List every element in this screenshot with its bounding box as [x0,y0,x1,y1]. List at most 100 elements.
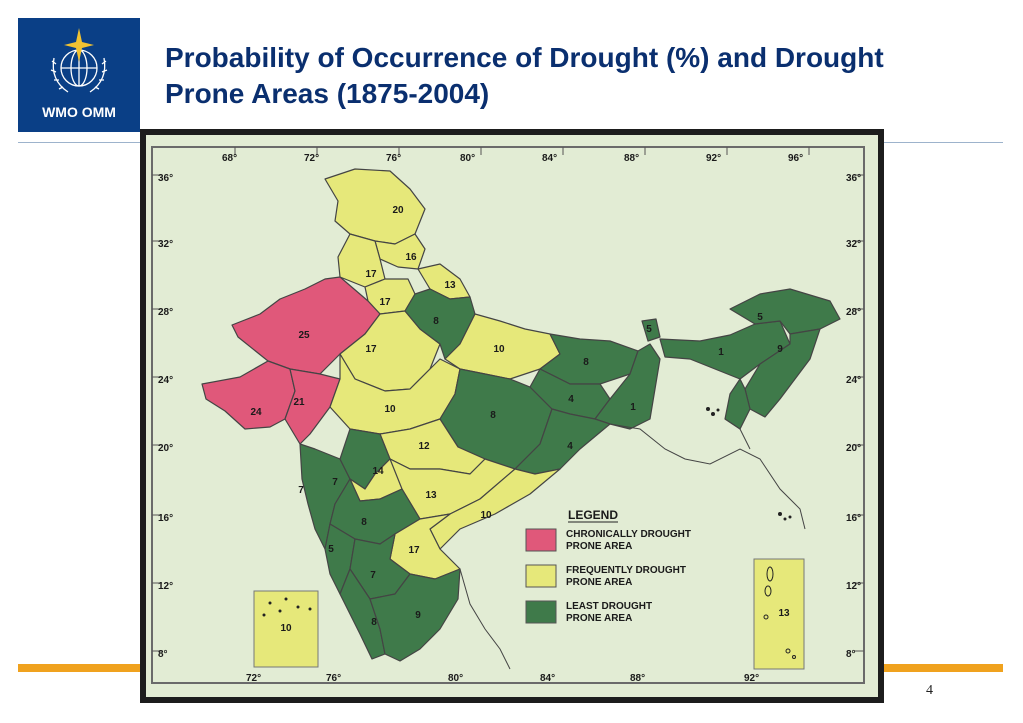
region-value-label: 13 [425,490,437,501]
region-value-label: 10 [384,404,396,415]
legend-label: PRONE AREA [566,577,632,588]
lon-label: 92° [744,673,759,684]
region-coastal-ap [429,468,561,550]
lat-label: 12° [158,581,173,592]
lat-label: 16° [158,513,173,524]
region-odisha [514,408,611,475]
top-longitude-labels: 68° 72° 76° 80° 84° 88° 92° 96° [222,153,803,164]
title-line-2: Prone Areas (1875-2004) [165,78,490,109]
region-value-label: 8 [490,410,496,421]
lakshadweep-islands [262,597,312,617]
lon-label: 72° [304,153,319,164]
region-value-label: 5 [646,324,652,335]
lon-label: 80° [448,673,463,684]
lon-label: 68° [222,153,237,164]
drought-map: 68° 72° 76° 80° 84° 88° 92° 96° 72° 76° … [140,129,884,703]
region-value-label: 1 [718,347,724,358]
lon-label: 84° [540,673,555,684]
slide-title: Probability of Occurrence of Drought (%)… [165,40,1005,112]
latitude-labels-left: 36° 32° 28° 24° 20° 16° 12° 8° [158,173,173,660]
region-himachal [374,233,426,270]
region-gujarat [284,368,341,445]
lat-label: 8° [846,649,856,660]
lat-label: 32° [158,239,173,250]
region-value-label: 10 [280,623,292,634]
logo-text: WMO OMM [42,104,116,120]
region-value-label: 16 [405,252,417,263]
region-east-up [444,313,561,380]
region-value-label: 17 [408,545,420,556]
legend-label: PRONE AREA [566,613,632,624]
region-value-label: 8 [433,316,439,327]
region-value-label: 17 [365,344,377,355]
region-west-bengal [594,343,661,430]
lat-label: 28° [846,307,861,318]
latitude-labels-right: 36° 32° 28° 24° 20° 16° 12° 8° [846,173,861,660]
lat-label: 36° [158,173,173,184]
andaman-islands [706,407,792,521]
andaman-inset [753,558,805,670]
lon-label: 96° [788,153,803,164]
lat-label: 36° [846,173,861,184]
map-legend: LEGEND CHRONICALLY DROUGHT PRONE AREA FR… [525,508,691,624]
lat-label: 28° [158,307,173,318]
region-value-label: 17 [365,269,377,280]
andaman-inset-islands [763,566,796,659]
region-value-label: 5 [328,544,334,555]
legend-title: LEGEND [568,508,618,522]
lat-label: 12° [846,581,861,592]
region-value-label: 12 [418,441,430,452]
legend-label: PRONE AREA [566,541,632,552]
lon-label: 80° [460,153,475,164]
graticule-ticks [152,147,864,652]
region-value-label: 21 [293,397,305,408]
wmo-logo: WMO OMM [18,18,140,132]
region-value-label: 13 [778,608,790,619]
region-value-label: 1 [630,402,636,413]
lat-label: 16° [846,513,861,524]
page-number: 4 [926,683,933,698]
lon-label: 76° [386,153,401,164]
lat-label: 8° [158,649,168,660]
legend-label: LEAST DROUGHT [566,601,652,612]
coastlines [459,418,806,670]
map-border [151,146,865,684]
region-value-label: 25 [298,330,310,341]
wmo-emblem-icon [50,28,108,93]
region-value-label: 10 [493,344,505,355]
lakshadweep-inset [253,590,319,668]
title-line-1: Probability of Occurrence of Drought (%)… [165,42,884,73]
region-sikkim [641,318,661,342]
region-arunachal [729,288,841,335]
region-value-label: 9 [415,610,421,621]
region-bihar [539,333,639,385]
lon-label: 88° [624,153,639,164]
region-value-label: 7 [332,477,338,488]
region-value-label: 8 [583,357,589,368]
legend-swatch-frequent [525,564,557,588]
region-value-label: 9 [777,344,783,355]
region-value-label: 4 [567,441,573,452]
lat-label: 24° [158,375,173,386]
india-map-svg: 68° 72° 76° 80° 84° 88° 92° 96° 72° 76° … [146,135,878,697]
lat-label: 32° [846,239,861,250]
legend-swatch-least [525,600,557,624]
region-value-label: 17 [379,297,391,308]
region-value-label: 24 [250,407,262,418]
region-value-label: 7 [298,485,304,496]
bottom-longitude-labels: 72° 76° 80° 84° 88° 92° [246,673,759,684]
lon-label: 72° [246,673,261,684]
region-ne-hills [744,328,821,418]
region-value-label: 8 [371,617,377,628]
region-labels: 20 16 17 13 17 8 25 17 10 8 5 5 1 9 24 2… [250,205,790,634]
region-value-label: 14 [372,466,384,477]
region-value-label: 20 [392,205,404,216]
lon-label: 84° [542,153,557,164]
legend-label: CHRONICALLY DROUGHT [566,529,691,540]
region-value-label: 7 [370,570,376,581]
region-value-label: 13 [444,280,456,291]
region-value-label: 5 [757,312,763,323]
legend-swatch-chronic [525,528,557,552]
lat-label: 20° [846,443,861,454]
legend-label: FREQUENTLY DROUGHT [566,565,686,576]
